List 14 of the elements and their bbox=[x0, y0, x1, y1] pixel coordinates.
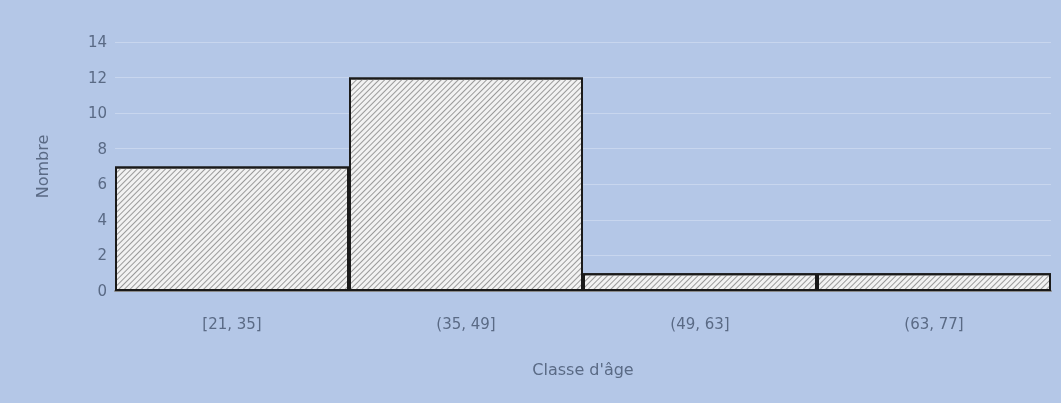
y-tick-label: 6 bbox=[97, 175, 107, 194]
y-tick-label: 10 bbox=[87, 104, 107, 123]
y-axis-title: Nombre bbox=[32, 134, 52, 199]
x-axis-title: Classe d'âge bbox=[532, 359, 634, 379]
x-tick-label: (49, 63] bbox=[670, 314, 730, 333]
x-tick-label: [21, 35] bbox=[202, 314, 262, 333]
y-tick-label: 0 bbox=[97, 282, 107, 300]
y-tick-label: 14 bbox=[87, 33, 107, 51]
y-tick-label: 12 bbox=[87, 68, 107, 87]
y-tick-label: 4 bbox=[97, 210, 107, 229]
x-tick-label: (63, 77] bbox=[904, 314, 964, 333]
y-tick-label: 8 bbox=[97, 139, 107, 158]
x-tick-label: (35, 49] bbox=[436, 314, 496, 333]
y-tick-label: 2 bbox=[97, 246, 107, 265]
